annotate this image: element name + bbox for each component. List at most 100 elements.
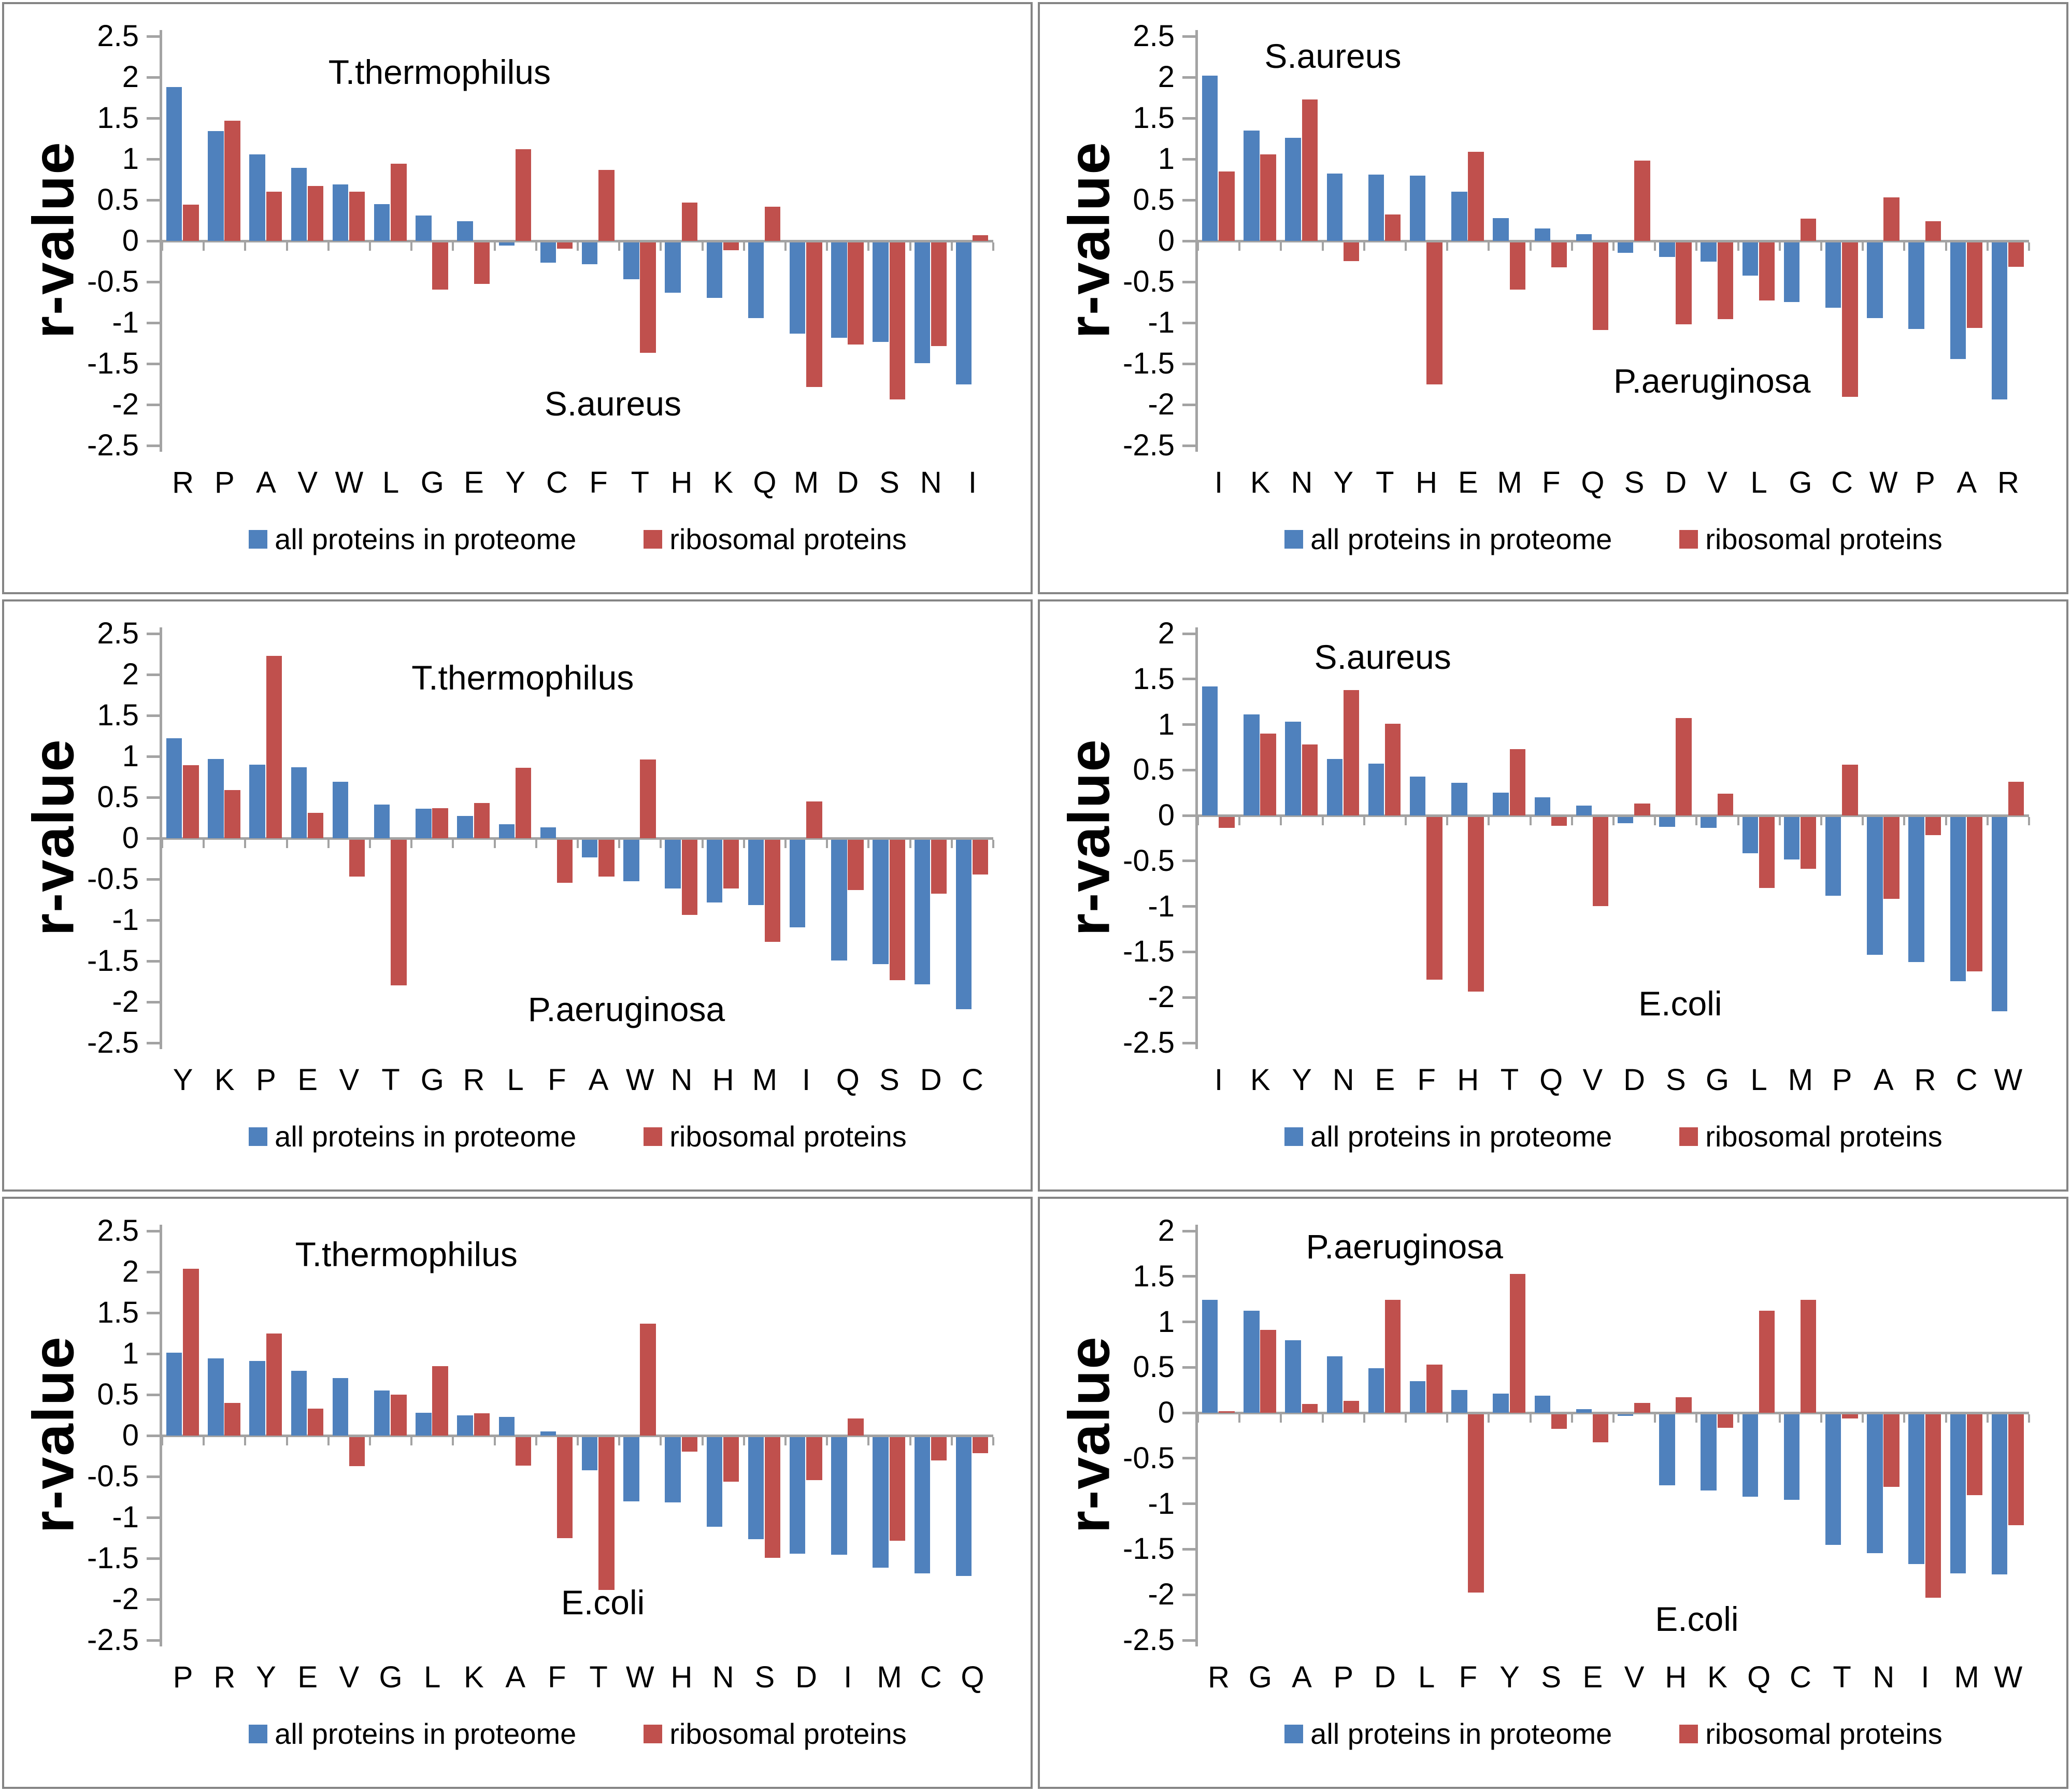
x-axis-tick <box>1862 1414 1864 1423</box>
x-category-label-F: F <box>1417 1063 1436 1097</box>
x-category-label-A: A <box>256 466 276 499</box>
bar-ribosomal-G <box>1800 219 1817 241</box>
x-axis-tick <box>493 242 496 251</box>
y-tick-mark <box>147 1000 160 1003</box>
y-tick-mark <box>1182 35 1195 38</box>
bar-ribosomal-W <box>349 192 365 241</box>
y-tick-label: -2 <box>112 1582 139 1616</box>
bar-ribosomal-R <box>474 803 490 838</box>
bar-ribosomal-F <box>556 1437 573 1539</box>
legend-item-ribosomal: ribosomal proteins <box>1679 1120 1943 1153</box>
bar-proteome-T <box>374 805 390 838</box>
bar-proteome-V <box>332 1378 349 1436</box>
bar-proteome-C <box>1783 1414 1800 1500</box>
y-tick-label: 0 <box>122 821 139 855</box>
bar-proteome-T <box>1825 1414 1841 1545</box>
x-axis-tick <box>784 1437 787 1445</box>
panel-bottom-annotation: E.coli <box>561 1583 645 1622</box>
legend: all proteins in proteome ribosomal protei… <box>1198 522 2029 556</box>
x-axis-tick <box>1612 1414 1615 1423</box>
bar-ribosomal-G <box>432 242 448 290</box>
y-tick-mark <box>147 117 160 120</box>
x-axis-tick <box>784 242 787 251</box>
legend-item-ribosomal: ribosomal proteins <box>1679 1717 1943 1751</box>
bar-ribosomal-C <box>931 1437 947 1461</box>
x-category-label-K: K <box>1707 1660 1727 1694</box>
x-category-label-T: T <box>631 466 649 499</box>
bar-proteome-W <box>1991 816 2008 1012</box>
bar-ribosomal-E <box>1592 1414 1609 1443</box>
bar-proteome-Y <box>249 1361 265 1436</box>
y-tick-mark <box>147 1270 160 1273</box>
x-category-label-Y: Y <box>1292 1063 1312 1097</box>
bar-ribosomal-E <box>1384 723 1401 816</box>
x-category-label-L: L <box>382 466 399 499</box>
y-tick-mark <box>147 1475 160 1478</box>
x-category-label-I: I <box>1215 466 1223 499</box>
x-category-label-H: H <box>670 1660 693 1694</box>
x-category-label-I: I <box>844 1660 852 1694</box>
legend-item-proteome: all proteins in proteome <box>249 522 576 556</box>
y-tick-mark <box>147 239 160 242</box>
bar-ribosomal-S <box>1634 161 1650 241</box>
y-tick-mark <box>1182 321 1195 324</box>
y-tick-label: 0.5 <box>97 1378 139 1411</box>
x-axis-tick <box>867 1437 870 1445</box>
bar-proteome-M <box>873 1437 889 1568</box>
bar-ribosomal-Q <box>848 839 864 891</box>
bar-ribosomal-V <box>349 839 365 877</box>
x-axis-tick <box>1820 816 1822 825</box>
legend: all proteins in proteome ribosomal protei… <box>162 1717 993 1751</box>
x-category-label-E: E <box>1375 1063 1395 1097</box>
bar-proteome-M <box>790 242 806 334</box>
legend-item-proteome: all proteins in proteome <box>249 1120 576 1153</box>
bar-ribosomal-F <box>1426 816 1442 980</box>
x-axis-tick <box>867 839 870 848</box>
x-axis-tick <box>452 1437 454 1445</box>
bar-ribosomal-M <box>806 242 822 388</box>
legend-label-ribosomal: ribosomal proteins <box>669 523 907 555</box>
bar-ribosomal-T <box>1509 749 1525 816</box>
y-tick-label: 1 <box>122 1337 139 1370</box>
bar-ribosomal-Q <box>1551 816 1567 826</box>
bar-proteome-T <box>1368 175 1384 241</box>
bar-ribosomal-W <box>640 759 656 838</box>
bar-proteome-A <box>249 154 265 241</box>
y-tick-mark <box>147 444 160 447</box>
y-tick-label: 1.5 <box>97 1296 139 1329</box>
bar-proteome-L <box>1742 816 1759 853</box>
x-axis-tick <box>203 242 205 251</box>
x-axis-tick <box>1197 242 1199 251</box>
bar-proteome-V <box>291 168 307 241</box>
bar-ribosomal-T <box>598 1437 615 1590</box>
x-axis-tick <box>701 839 704 848</box>
bar-ribosomal-A <box>1883 816 1899 899</box>
x-axis-tick <box>1945 1414 1947 1423</box>
x-axis-tick <box>1321 816 1324 825</box>
bar-ribosomal-A <box>598 839 615 877</box>
x-axis-tick <box>1321 242 1324 251</box>
bar-proteome-S <box>1659 816 1675 827</box>
bar-ribosomal-I <box>806 801 822 838</box>
legend-item-proteome: all proteins in proteome <box>1284 1717 1612 1751</box>
y-tick-mark <box>147 1639 160 1642</box>
x-axis-tick <box>410 242 413 251</box>
x-axis-tick <box>1488 242 1490 251</box>
y-tick-label: -0.5 <box>87 265 139 298</box>
x-category-label-H: H <box>670 466 693 499</box>
bar-proteome-K <box>706 242 723 298</box>
x-category-label-H: H <box>712 1063 734 1097</box>
y-tick-mark <box>147 1557 160 1560</box>
x-category-label-M: M <box>1788 1063 1813 1097</box>
bar-proteome-D <box>1368 1368 1384 1413</box>
bar-proteome-E <box>291 1371 307 1436</box>
y-tick-mark <box>147 362 160 365</box>
y-tick-mark <box>147 1229 160 1232</box>
bar-ribosomal-C <box>1842 242 1858 397</box>
bar-proteome-P <box>166 1353 182 1436</box>
x-category-label-V: V <box>1707 466 1727 499</box>
y-tick-label: -1.5 <box>87 347 139 380</box>
bar-proteome-G <box>416 809 432 838</box>
x-axis-tick <box>950 1437 953 1445</box>
x-axis-tick <box>660 1437 662 1445</box>
